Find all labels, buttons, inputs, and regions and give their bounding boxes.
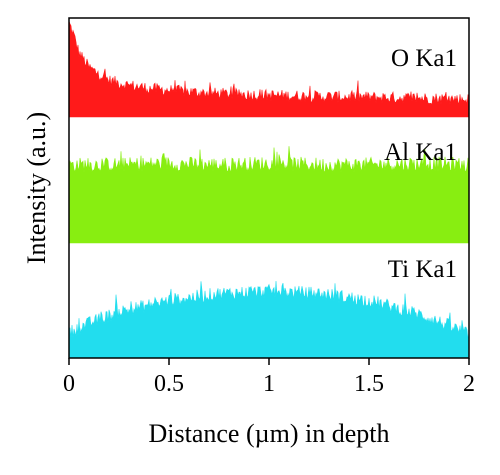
x-tick-label: 0.5: [154, 371, 184, 397]
plot-bands: [68, 21, 470, 359]
x-axis-ticks: 0 0.5 1 1.5 2: [63, 358, 475, 397]
x-tick-label: 0: [63, 371, 75, 397]
series-label-o: O Ka1: [391, 45, 457, 72]
series-labels: O Ka1 Al Ka1 Ti Ka1: [384, 45, 457, 283]
y-axis-label: Intensity (a.u.): [22, 112, 51, 264]
series-area-0: [68, 21, 470, 118]
series-area-2: [68, 281, 470, 359]
x-tick-label: 1: [263, 371, 275, 397]
x-tick-label: 1.5: [354, 371, 384, 397]
x-tick-label: 2: [463, 371, 475, 397]
x-axis-label: Distance (µm) in depth: [149, 419, 390, 448]
series-label-al: Al Ka1: [384, 139, 457, 166]
series-label-ti: Ti Ka1: [388, 256, 457, 283]
series-area-1: [68, 146, 470, 244]
